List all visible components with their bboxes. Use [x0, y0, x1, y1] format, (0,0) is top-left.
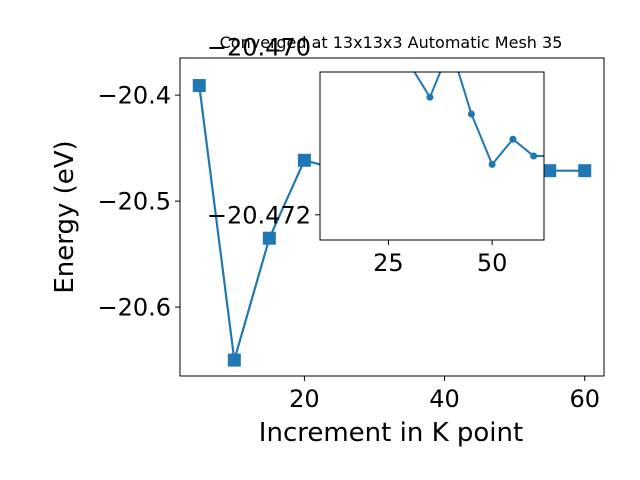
main-x-ticks: 20 40 60 — [289, 376, 600, 413]
chart-title: Converged at 13x13x3 Automatic Mesh 35 — [220, 33, 563, 52]
inset-x-tick-label: 25 — [373, 249, 404, 277]
inset-data-point — [509, 135, 517, 143]
inset-data-point — [551, 153, 558, 160]
main-x-tick-label: 60 — [569, 385, 600, 413]
inset-series — [406, 60, 579, 168]
inset-data-point — [406, 60, 413, 67]
main-y-ticks: −20.6 −20.5 −20.4 — [97, 82, 180, 322]
inset-data-point — [426, 93, 434, 101]
main-plot-frame — [179, 57, 605, 377]
inset-chart: 25 50 −20.472 −20.470 — [207, 33, 579, 277]
main-data-point — [192, 79, 206, 93]
main-data-point — [227, 353, 241, 367]
inset-y-tick-label: −20.470 — [207, 33, 311, 61]
main-x-tick-label: 20 — [289, 385, 320, 413]
inset-data-point — [467, 110, 475, 118]
main-data-point — [297, 153, 311, 167]
inset-plot-frame — [319, 71, 545, 241]
main-data-point — [578, 164, 592, 178]
inset-data-point — [488, 160, 496, 168]
main-y-tick-label: −20.5 — [97, 188, 171, 216]
inset-data-point — [572, 153, 579, 160]
inset-x-ticks: 25 50 — [373, 240, 507, 277]
inset-series-line — [413, 72, 544, 167]
main-data-point — [262, 231, 276, 245]
main-y-tick-label: −20.4 — [97, 82, 171, 110]
main-y-tick-label: −20.6 — [97, 294, 171, 322]
inset-y-tick-label: −20.472 — [207, 201, 311, 229]
x-axis-label: Increment in K point — [259, 418, 523, 448]
inset-data-point — [530, 152, 538, 160]
inset-y-ticks: −20.472 −20.470 — [207, 33, 320, 229]
main-data-point — [543, 164, 557, 178]
inset-x-tick-label: 50 — [477, 249, 508, 277]
main-x-tick-label: 40 — [429, 385, 460, 413]
y-axis-label: Energy (eV) — [50, 140, 80, 293]
